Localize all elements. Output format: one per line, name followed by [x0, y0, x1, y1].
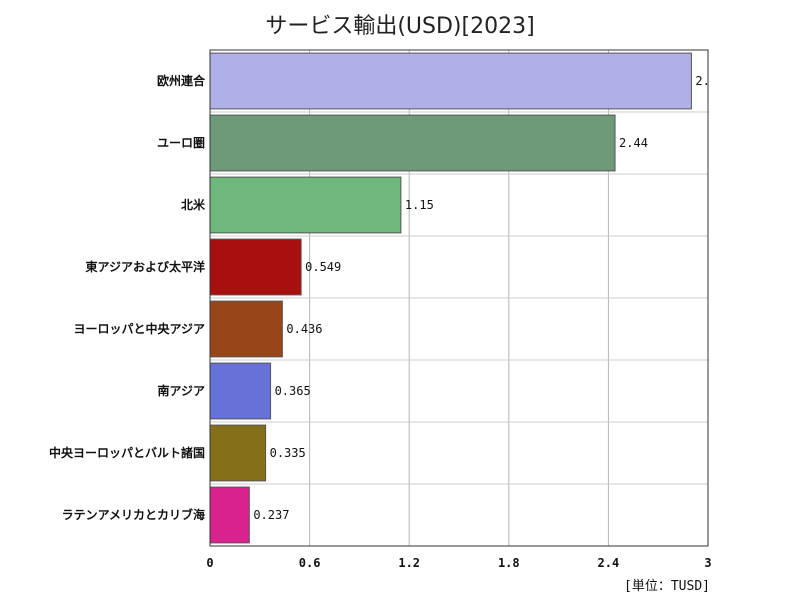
- bar: [209, 114, 616, 172]
- data-label: 0.335: [270, 446, 306, 460]
- chart-title: サービス輸出(USD)[2023]: [265, 14, 535, 39]
- bar: [209, 238, 302, 296]
- bar: [209, 362, 272, 420]
- data-label: 1.15: [405, 198, 434, 212]
- data-label: 0.436: [286, 322, 322, 336]
- bar: [209, 424, 267, 482]
- category-label: 北米: [181, 197, 206, 212]
- category-label: 中央ヨーロッパとバルト諸国: [49, 445, 205, 460]
- data-label: 0.365: [275, 384, 311, 398]
- labels: 0 0.6 1.2 1.8 2.4 3 欧州連合 2. ユーロ圏 2.44 北米 1.15 東アジアおよ…: [49, 73, 712, 570]
- x-tick-label: 0.6: [299, 556, 321, 570]
- x-tick-label: 0: [206, 556, 213, 570]
- bar: [209, 486, 250, 544]
- x-tick-label: 1.8: [498, 556, 520, 570]
- data-label: 2.: [695, 74, 709, 88]
- category-label: ユーロ圏: [157, 136, 205, 150]
- data-label: 0.237: [253, 508, 289, 522]
- plot-frame: [209, 49, 709, 547]
- bar: [209, 176, 402, 234]
- x-tick-label: 3: [704, 556, 711, 570]
- category-label: 欧州連合: [157, 73, 206, 88]
- data-label: 2.44: [619, 136, 648, 150]
- unit-label: [単位：TUSD]: [624, 579, 710, 594]
- x-tick-label: 2.4: [598, 556, 620, 570]
- bars: [209, 52, 692, 544]
- x-tick-label: 1.2: [398, 556, 420, 570]
- category-label: 南アジア: [157, 383, 205, 398]
- category-label: ヨーロッパと中央アジア: [73, 321, 205, 336]
- category-label: 東アジアおよび太平洋: [85, 259, 205, 274]
- bar: [209, 300, 283, 358]
- bar: [209, 52, 692, 110]
- data-label: 0.549: [305, 260, 341, 274]
- category-label: ラテンアメリカとカリブ海: [62, 507, 205, 522]
